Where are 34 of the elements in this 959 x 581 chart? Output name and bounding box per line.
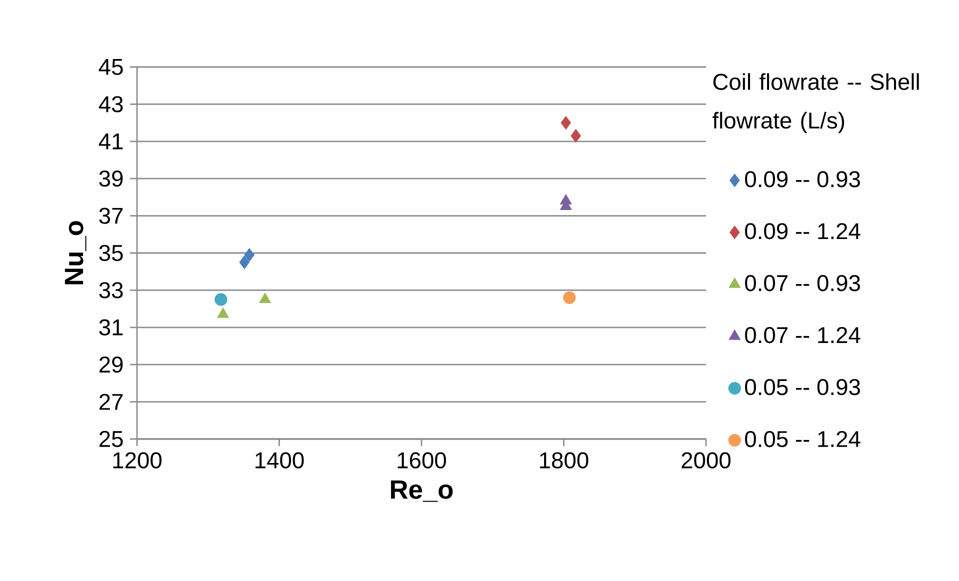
legend-title: Coil flowrate -- Shell flowrate (L/s) — [712, 73, 919, 134]
y-tick-label: 33 — [99, 282, 123, 298]
x-tick-label: 2000 — [682, 452, 731, 468]
point — [239, 256, 250, 269]
point — [560, 116, 571, 130]
x-tick-label: 1200 — [113, 452, 162, 468]
legend-label: 0.09 -- 1.24 — [745, 223, 860, 240]
x-axis-title: Re_o — [391, 480, 453, 502]
legend-label: 0.05 -- 1.24 — [745, 430, 860, 448]
legend-label: 0.07 -- 1.24 — [745, 327, 860, 344]
x-tick-label: 1800 — [540, 452, 588, 468]
x-tick-label: 1400 — [256, 452, 304, 468]
y-tick-label: 45 — [98, 59, 123, 75]
y-tick-label: 31 — [99, 319, 123, 336]
y-tick-label: 37 — [99, 208, 123, 224]
point — [259, 292, 271, 304]
point — [217, 308, 229, 318]
y-tick-label: 25 — [100, 430, 123, 448]
x-tick-label: 1600 — [398, 452, 446, 468]
y-tick-label: 27 — [100, 394, 123, 410]
point — [560, 194, 572, 204]
legend-label: 0.07 -- 0.93 — [745, 275, 860, 292]
legend-label: 0.05 -- 0.93 — [745, 378, 860, 396]
y-tick-label: 35 — [99, 244, 123, 262]
point — [214, 293, 228, 306]
legend-label: 0.09 -- 0.93 — [745, 171, 860, 188]
y-tick-label: 29 — [100, 356, 123, 373]
y-tick-label: 41 — [98, 134, 123, 150]
y-tick-label: 39 — [99, 170, 123, 187]
y-axis-title: Nu_o — [64, 221, 86, 284]
point — [570, 129, 581, 143]
point — [563, 291, 576, 304]
point — [244, 248, 254, 262]
y-tick-label: 43 — [98, 96, 123, 112]
